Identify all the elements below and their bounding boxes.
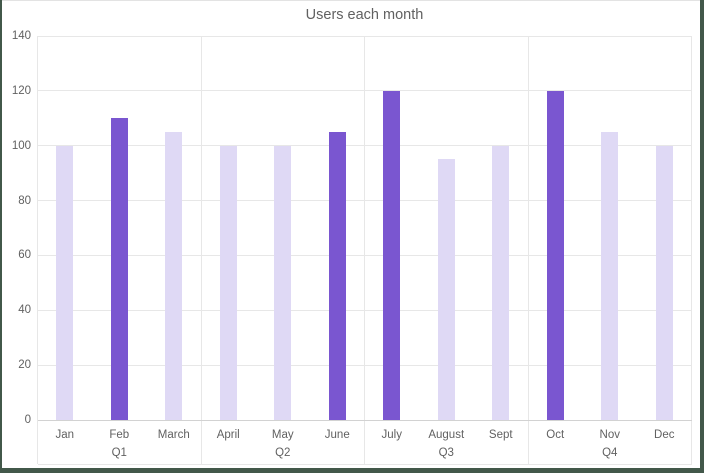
bar-june[interactable]: [328, 132, 346, 420]
bar-feb[interactable]: [110, 118, 128, 420]
month-label-dec: Dec: [654, 429, 675, 441]
bar-august[interactable]: [437, 159, 455, 420]
ytick-label-60: 60: [18, 249, 31, 262]
label-band-bottom-line: [37, 463, 692, 465]
bar-april[interactable]: [219, 145, 237, 420]
bar-sept[interactable]: [492, 145, 510, 420]
month-label-sept: Sept: [488, 429, 513, 441]
month-label-april: April: [216, 429, 240, 441]
window-border-right: [700, 0, 704, 473]
ytick-label-120: 120: [11, 84, 31, 97]
bar-dec[interactable]: [655, 145, 673, 420]
quarter-separator-2: [364, 36, 365, 464]
ytick-label-140: 140: [11, 30, 31, 42]
window-border-bottom: [0, 468, 704, 473]
quarter-label-q2: Q2: [275, 447, 291, 459]
bar-nov[interactable]: [601, 132, 619, 420]
month-label-nov: Nov: [599, 429, 620, 441]
bar-march[interactable]: [165, 132, 183, 420]
ytick-label-0: 0: [24, 414, 31, 426]
month-label-august: August: [428, 429, 465, 441]
bar-jan[interactable]: [56, 145, 74, 420]
month-label-march: March: [157, 429, 190, 441]
window-top-edge: [0, 0, 704, 1]
quarter-separator-3: [527, 36, 529, 464]
month-label-oct: Oct: [546, 429, 565, 441]
quarter-separator-1: [200, 36, 202, 464]
bar-oct[interactable]: [546, 90, 564, 420]
month-label-feb: Feb: [109, 429, 130, 441]
month-label-may: May: [271, 429, 294, 441]
window-border-left: [0, 0, 2, 473]
bar-july[interactable]: [383, 90, 401, 420]
ytick-label-80: 80: [18, 194, 31, 207]
ytick-label-100: 100: [11, 139, 31, 152]
chart-title: Users each month: [305, 7, 424, 23]
y-axis-line: [37, 36, 38, 464]
bar-may[interactable]: [274, 145, 292, 420]
plot-right-border: [691, 36, 692, 464]
month-label-july: July: [381, 429, 402, 441]
ytick-label-20: 20: [18, 359, 31, 372]
month-label-jan: Jan: [55, 429, 75, 441]
ytick-label-40: 40: [18, 304, 31, 317]
quarter-label-q3: Q3: [438, 447, 454, 459]
quarter-label-q1: Q1: [111, 447, 127, 459]
x-axis-line: [37, 419, 692, 421]
month-label-june: June: [324, 429, 350, 441]
quarter-label-q4: Q4: [602, 447, 618, 459]
